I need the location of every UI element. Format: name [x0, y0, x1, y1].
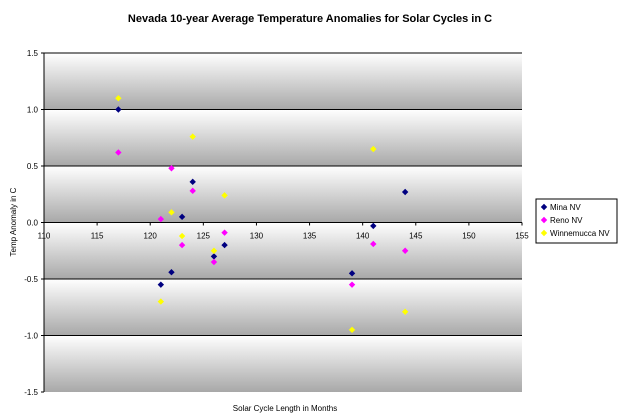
- data-point: [348, 281, 356, 288]
- x-axis-ticks: 110 115 120 125 130 135 140 145 150 155: [38, 222, 529, 241]
- plot-band: [44, 53, 522, 110]
- y-tick-label: -0.5: [24, 275, 38, 284]
- plot-area: [44, 53, 522, 392]
- data-point: [178, 241, 186, 249]
- data-point: [178, 213, 186, 221]
- y-tick-label: 1.5: [27, 49, 39, 58]
- plot-band: [44, 222, 522, 279]
- data-point: [401, 308, 409, 315]
- legend-marker: [540, 229, 548, 237]
- data-point: [348, 326, 356, 334]
- plot-band: [44, 109, 522, 166]
- data-point: [401, 188, 409, 196]
- data-point: [168, 165, 175, 172]
- x-tick-label: 110: [38, 232, 51, 241]
- data-point: [210, 258, 218, 266]
- plot-band: [44, 279, 522, 336]
- data-point: [189, 178, 196, 186]
- data-point: [221, 241, 228, 249]
- data-point: [370, 145, 377, 153]
- data-point: [221, 229, 228, 236]
- y-axis-ticks: 1.5 1.0 0.5 0.0 -0.5 -1.0 -1.5: [24, 49, 44, 397]
- y-tick-label: 0.5: [27, 162, 39, 171]
- data-point: [221, 192, 228, 199]
- y-tick-label: 0.0: [27, 219, 39, 228]
- data-point: [157, 215, 165, 223]
- data-points: [115, 95, 409, 334]
- data-point: [210, 253, 218, 260]
- y-axis-label: Temp Anomaly in C: [9, 187, 18, 256]
- legend-marker: [540, 216, 548, 224]
- data-point: [168, 269, 175, 276]
- x-tick-label: 155: [515, 232, 529, 241]
- y-tick-label: 1.0: [27, 106, 39, 115]
- data-point: [189, 133, 196, 140]
- data-point: [210, 247, 218, 254]
- gridlines: [44, 52, 522, 336]
- data-point: [348, 270, 356, 277]
- x-axis-label: Solar Cycle Length in Months: [233, 404, 338, 413]
- x-tick-label: 120: [144, 232, 158, 241]
- chart-title: Nevada 10-year Average Temperature Anoma…: [128, 13, 492, 25]
- x-tick-label: 135: [303, 232, 317, 241]
- legend-marker: [540, 203, 548, 211]
- plot-band: [44, 166, 522, 223]
- x-tick-label: 130: [250, 232, 264, 241]
- x-tick-label: 140: [356, 232, 370, 241]
- data-point: [157, 281, 165, 288]
- legend-label: Reno NV: [550, 216, 583, 225]
- data-point: [115, 149, 122, 156]
- legend-label: Winnemucca NV: [550, 229, 610, 238]
- data-point: [401, 247, 409, 254]
- y-tick-label: -1.0: [24, 332, 38, 341]
- data-point: [370, 240, 377, 248]
- legend: Mina NV Reno NV Winnemucca NV: [535, 198, 618, 244]
- data-point: [157, 298, 165, 305]
- data-point: [178, 232, 186, 240]
- data-point: [115, 95, 122, 102]
- data-point: [115, 106, 122, 113]
- plot-band: [44, 335, 522, 392]
- legend-box: [535, 198, 618, 244]
- data-point: [168, 209, 175, 216]
- legend-label: Mina NV: [550, 203, 581, 212]
- x-tick-label: 150: [462, 232, 476, 241]
- y-tick-label: -1.5: [24, 388, 38, 397]
- data-point: [189, 187, 196, 195]
- x-tick-label: 115: [91, 232, 104, 241]
- x-tick-label: 145: [409, 232, 423, 241]
- x-tick-label: 125: [197, 232, 211, 241]
- data-point: [370, 222, 377, 230]
